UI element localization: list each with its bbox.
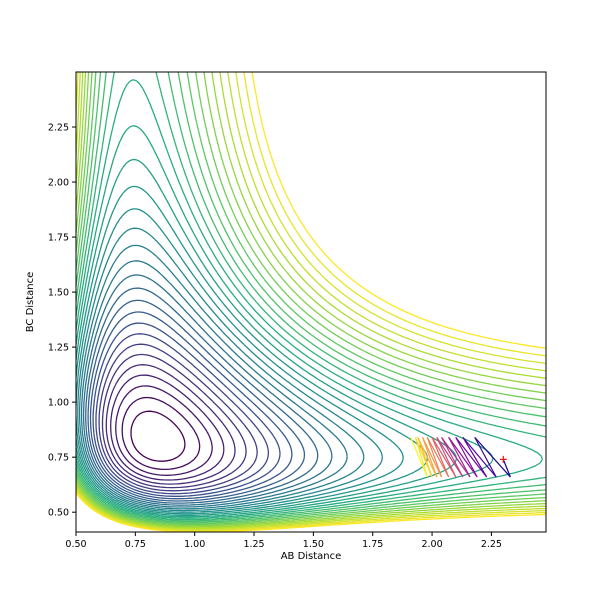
trajectory-segment (436, 437, 457, 478)
x-tick-label: 1.75 (362, 539, 383, 550)
contour-level (82, 274, 333, 506)
contour-level (130, 410, 186, 462)
contour-level (76, 72, 546, 530)
y-tick-label: 2.00 (48, 178, 69, 189)
y-tick-label: 0.75 (48, 453, 69, 464)
trajectory-segment (455, 436, 488, 478)
x-axis-ticks: 0.50 0.75 1.00 1.25 1.50 1.75 2.00 2.25 (65, 532, 502, 550)
contour-level (80, 260, 348, 508)
contour-level (76, 72, 546, 522)
trajectory-segment (431, 437, 450, 478)
y-tick-label: 1.00 (48, 398, 69, 409)
x-tick-label: 2.25 (481, 539, 502, 550)
trajectory-segment (426, 437, 450, 478)
trajectory-segment (441, 437, 471, 478)
trajectory-segment (414, 437, 433, 478)
contour-level (105, 364, 236, 485)
x-tick-label: 1.50 (303, 539, 324, 550)
contour-level (76, 125, 494, 518)
contour-level (78, 244, 365, 510)
contour-level (98, 343, 258, 492)
plot-frame (75, 71, 547, 533)
y-tick-label: 0.50 (48, 508, 69, 519)
contour-lines (76, 72, 546, 532)
trajectory-segment (462, 436, 497, 478)
start-marker (499, 455, 507, 463)
y-tick-label: 2.25 (48, 123, 69, 134)
y-axis-ticks: 0.50 0.75 1.00 1.25 1.50 1.75 2.00 2.25 (48, 123, 76, 519)
x-tick-label: 1.25 (243, 539, 264, 550)
contour-level (89, 311, 293, 500)
trajectory-segment (455, 437, 478, 478)
trajectory-segment (422, 437, 438, 478)
trajectory-segment (426, 437, 443, 478)
contour-level (101, 353, 247, 489)
contour-level (76, 72, 546, 527)
trajectory-segment (441, 437, 464, 478)
contour-level (110, 374, 225, 481)
contour-level (85, 287, 319, 504)
trajectory-segment (502, 459, 511, 478)
contour-level (95, 333, 270, 495)
trajectory-segment (410, 437, 428, 478)
x-tick-label: 0.50 (65, 539, 86, 550)
contour-level (76, 72, 546, 526)
trajectory-segment (474, 436, 511, 478)
trajectory-lines (410, 436, 511, 478)
x-tick-label: 2.00 (421, 539, 442, 550)
contour-level (76, 72, 546, 529)
trajectory-segment (448, 437, 471, 478)
trajectory-segment (448, 437, 478, 478)
trajectory-segment (417, 437, 438, 478)
contour-level (77, 227, 383, 512)
trajectory-segment (431, 437, 457, 478)
contour-level (76, 79, 543, 519)
contour-level (76, 72, 546, 524)
contour-level (92, 322, 281, 497)
trajectory-segment (414, 437, 428, 478)
y-tick-label: 1.75 (48, 233, 69, 244)
contour-level (76, 72, 546, 523)
contour-level (76, 185, 428, 515)
contour-level (76, 72, 546, 532)
trajectory-segment (474, 437, 497, 478)
contour-level (76, 72, 546, 528)
contour-level (121, 396, 201, 471)
y-tick-label: 1.50 (48, 288, 69, 299)
trajectory-segment (462, 437, 488, 478)
contour-level (76, 72, 546, 521)
x-axis-label: AB Distance (281, 551, 342, 562)
trajectory-segment (436, 437, 464, 478)
y-axis-label: BC Distance (25, 272, 36, 333)
contour-level (76, 72, 546, 531)
y-tick-label: 1.25 (48, 343, 69, 354)
contour-level (76, 208, 404, 513)
contour-level (87, 299, 306, 502)
contour-level (115, 385, 213, 476)
contour-level (76, 72, 546, 532)
x-tick-label: 0.75 (125, 539, 146, 550)
x-tick-label: 1.00 (184, 539, 205, 550)
trajectory-segment (422, 437, 443, 478)
